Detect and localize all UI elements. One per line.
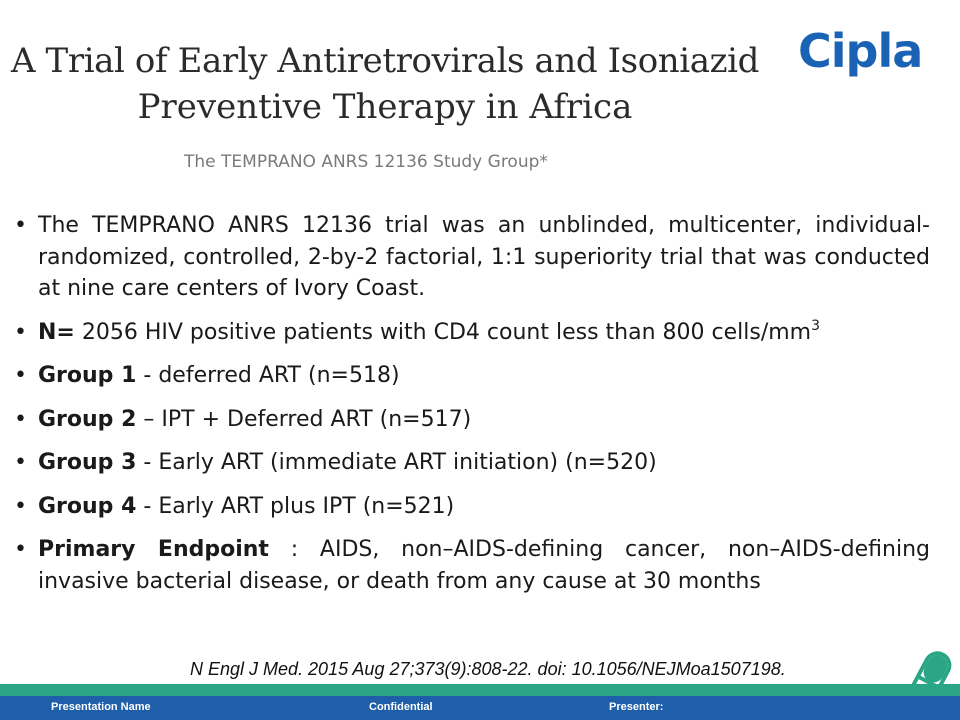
cipla-logo: Cipla (798, 24, 923, 78)
bullet-item-sample-size: • N= 2056 HIV positive patients with CD4… (14, 317, 930, 349)
slide-title: A Trial of Early Antiretrovirals and Iso… (0, 38, 770, 130)
citation: N Engl J Med. 2015 Aug 27;373(9):808-22.… (190, 659, 786, 679)
bullet-dot-icon: • (14, 406, 27, 432)
slide-title-line-2: Preventive Therapy in Africa (137, 87, 633, 127)
bullet-item-group-2: • Group 2 – IPT + Deferred ART (n=517) (14, 404, 930, 436)
bullet-item-trial-description: • The TEMPRANO ANRS 12136 trial was an u… (14, 210, 930, 305)
bullet-item-group-3: • Group 3 - Early ART (immediate ART ini… (14, 447, 930, 479)
bullet-label: Group 3 (38, 450, 137, 475)
slide-subtitle: The TEMPRANO ANRS 12136 Study Group* (184, 152, 548, 172)
bullet-dot-icon: • (14, 493, 27, 519)
bullet-text: The TEMPRANO ANRS 12136 trial was an unb… (38, 213, 930, 301)
bullet-label: Group 1 (38, 363, 137, 388)
bullet-dot-icon: • (14, 213, 27, 238)
bullet-label: Group 4 (38, 493, 137, 519)
slide-title-line-1: A Trial of Early Antiretrovirals and Iso… (11, 41, 759, 81)
bullet-text: : AIDS, non–AIDS-defining cancer, non–AI… (38, 537, 931, 594)
bullet-item-group-4: • Group 4 - Early ART plus IPT (n=521) (14, 491, 930, 523)
bullet-dot-icon: • (14, 450, 27, 475)
bullet-text: - deferred ART (n=518) (136, 363, 400, 388)
bullet-list: • The TEMPRANO ANRS 12136 trial was an u… (14, 210, 930, 609)
footer-presenter: Presenter: (609, 701, 664, 713)
bullet-label: Group 2 (38, 406, 137, 432)
bullet-item-group-1: • Group 1 - deferred ART (n=518) (14, 360, 930, 392)
bullet-item-primary-endpoint: • Primary Endpoint : AIDS, non–AIDS-defi… (14, 534, 930, 597)
bullet-dot-icon: • (14, 363, 27, 388)
bullet-text: 2056 HIV positive patients with CD4 coun… (74, 319, 812, 345)
bullet-label: Primary Endpoint (38, 537, 269, 562)
footer-bar (0, 696, 960, 720)
bullet-dot-icon: • (14, 319, 27, 345)
bullet-text: - Early ART (immediate ART initiation) (… (136, 450, 657, 475)
footer-confidential: Confidential (369, 701, 433, 713)
superscript: 3 (811, 317, 821, 334)
bullet-text: – IPT + Deferred ART (n=517) (136, 406, 472, 432)
footer-accent-band (0, 684, 960, 696)
bullet-dot-icon: • (14, 537, 27, 562)
bullet-text: - Early ART plus IPT (n=521) (136, 493, 455, 519)
footer-presentation-name: Presentation Name (51, 701, 151, 713)
bullet-label: N= (38, 319, 75, 345)
